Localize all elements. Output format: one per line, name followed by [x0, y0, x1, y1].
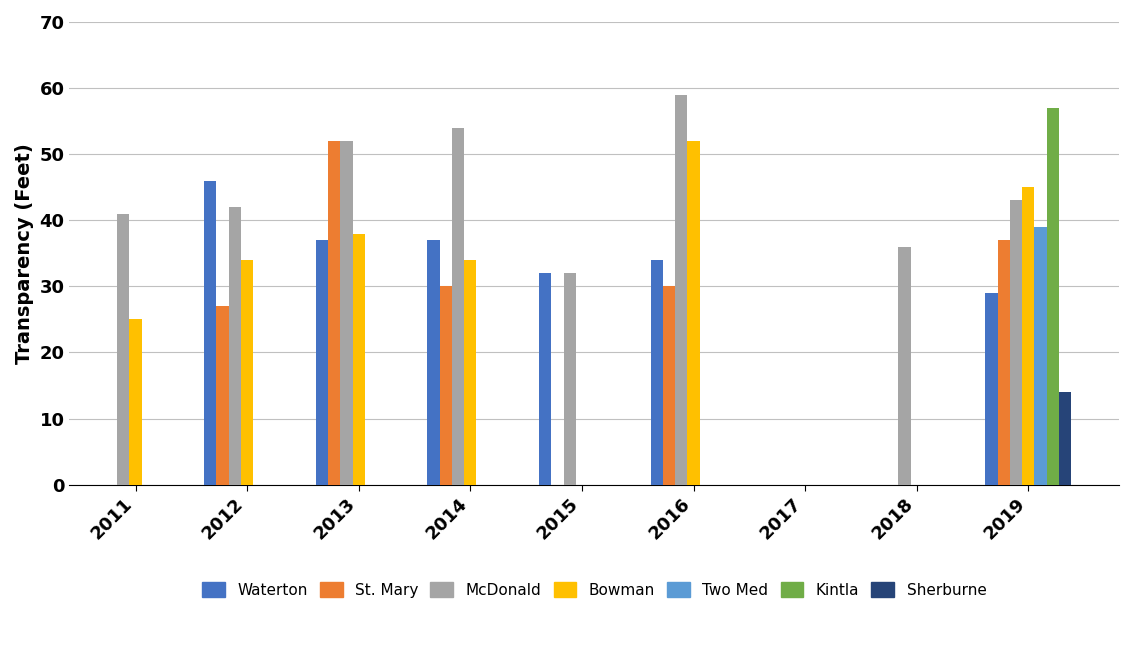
Bar	[651, 260, 663, 484]
Bar	[229, 207, 242, 484]
Bar	[998, 240, 1010, 484]
Bar	[452, 128, 464, 484]
Bar	[129, 319, 142, 484]
Bar	[675, 94, 687, 484]
Bar	[242, 260, 253, 484]
Bar	[353, 234, 365, 484]
Bar	[1022, 187, 1034, 484]
Bar	[687, 141, 700, 484]
Bar	[204, 181, 217, 484]
Bar	[328, 141, 340, 484]
Legend: Waterton, St. Mary, McDonald, Bowman, Two Med, Kintla, Sherburne: Waterton, St. Mary, McDonald, Bowman, Tw…	[196, 576, 992, 604]
Bar	[539, 273, 551, 484]
Bar	[428, 240, 440, 484]
Bar	[663, 286, 675, 484]
Bar	[1047, 108, 1059, 484]
Bar	[315, 240, 328, 484]
Bar	[440, 286, 452, 484]
Bar	[1034, 227, 1047, 484]
Bar	[1059, 392, 1072, 484]
Bar	[1010, 201, 1022, 484]
Bar	[898, 247, 911, 484]
Bar	[464, 260, 476, 484]
Bar	[217, 306, 229, 484]
Bar	[564, 273, 576, 484]
Bar	[340, 141, 353, 484]
Bar	[117, 214, 129, 484]
Y-axis label: Transparency (Feet): Transparency (Feet)	[15, 143, 34, 364]
Bar	[985, 293, 998, 484]
